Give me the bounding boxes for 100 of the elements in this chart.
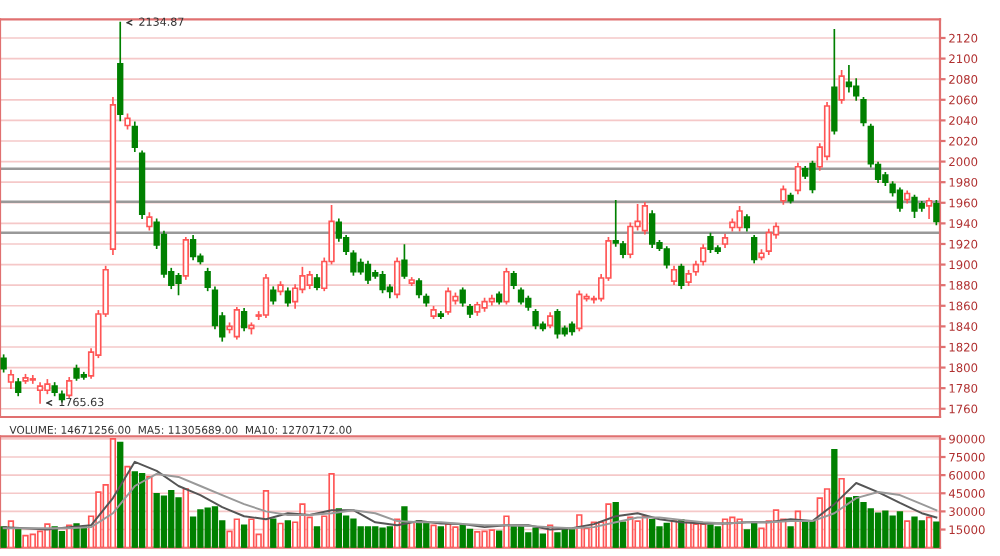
bar <box>656 526 663 548</box>
bar <box>634 520 641 548</box>
bar <box>911 516 918 548</box>
candlestick <box>743 214 751 232</box>
candlestick <box>189 234 197 261</box>
bar <box>233 518 240 548</box>
candlestick <box>794 162 802 195</box>
bar <box>809 520 816 548</box>
candlestick <box>15 378 22 397</box>
bar <box>0 526 7 548</box>
bar <box>481 530 488 548</box>
candlestick <box>262 274 270 318</box>
bar <box>874 512 882 548</box>
bar <box>495 530 503 548</box>
candlestick <box>233 306 240 340</box>
bar <box>925 516 933 548</box>
bar <box>510 526 517 548</box>
bar <box>197 509 204 548</box>
candlestick <box>670 265 678 285</box>
candlestick <box>896 187 904 212</box>
candlestick <box>495 291 503 305</box>
bar <box>437 526 445 548</box>
bar <box>539 533 547 548</box>
bar <box>845 497 853 548</box>
candlestick <box>466 303 474 318</box>
candlestick <box>546 312 554 329</box>
bar <box>663 522 670 548</box>
bar <box>284 520 291 548</box>
bar <box>36 530 44 548</box>
bar <box>459 524 466 548</box>
bar <box>328 473 335 548</box>
bar <box>379 527 386 548</box>
bar <box>692 523 700 548</box>
bar <box>372 526 379 548</box>
bar <box>401 506 408 548</box>
bar <box>248 518 255 548</box>
bar <box>168 490 175 548</box>
candlestick <box>138 150 146 220</box>
candlestick <box>904 190 911 204</box>
bar <box>867 508 874 548</box>
candlestick <box>437 311 445 319</box>
bar <box>882 510 889 548</box>
candlestick <box>160 230 168 278</box>
candlestick <box>240 308 248 332</box>
bar <box>889 515 896 548</box>
candlestick <box>721 233 729 248</box>
candlestick <box>182 236 189 280</box>
bar <box>299 503 306 548</box>
candlestick <box>641 201 649 235</box>
candlestick <box>517 287 525 305</box>
bar <box>685 521 692 548</box>
bar <box>474 531 481 548</box>
bar <box>29 533 36 548</box>
candlestick <box>415 278 423 299</box>
candlestick <box>649 210 656 248</box>
candlestick <box>117 21 124 122</box>
bar <box>933 521 940 548</box>
bar <box>342 515 350 548</box>
candlestick <box>36 382 44 404</box>
candlestick <box>66 377 73 399</box>
bar <box>22 534 29 548</box>
bar <box>277 522 284 548</box>
candlestick <box>306 270 313 290</box>
bar <box>904 520 911 548</box>
bar <box>95 491 102 548</box>
candlestick <box>925 197 933 220</box>
candlestick <box>510 270 517 290</box>
bar <box>175 497 182 548</box>
bar <box>350 518 357 548</box>
bar <box>124 465 131 548</box>
bar <box>831 448 838 548</box>
bar <box>160 495 168 548</box>
bar <box>211 506 219 548</box>
bar <box>423 522 430 548</box>
bar <box>430 524 437 548</box>
bar <box>204 507 211 548</box>
bar <box>452 526 459 548</box>
candlestick <box>270 286 277 305</box>
bar <box>714 526 721 548</box>
bar <box>182 488 189 548</box>
candlestick <box>612 199 619 247</box>
candlestick <box>459 287 466 307</box>
bar <box>700 523 707 548</box>
bar <box>153 493 160 548</box>
candlestick <box>823 102 831 161</box>
candlestick <box>29 374 36 384</box>
bar <box>189 516 197 548</box>
bar <box>386 526 394 548</box>
bar <box>743 529 751 548</box>
bar <box>146 476 153 548</box>
bar <box>736 518 743 548</box>
candlestick <box>109 96 117 256</box>
candlestick <box>313 274 321 291</box>
bar <box>853 496 860 548</box>
candlestick <box>700 244 707 266</box>
candlestick <box>364 260 372 284</box>
candlestick <box>918 200 925 212</box>
candlestick <box>80 371 87 380</box>
bar <box>131 471 138 548</box>
candlestick <box>627 222 634 259</box>
